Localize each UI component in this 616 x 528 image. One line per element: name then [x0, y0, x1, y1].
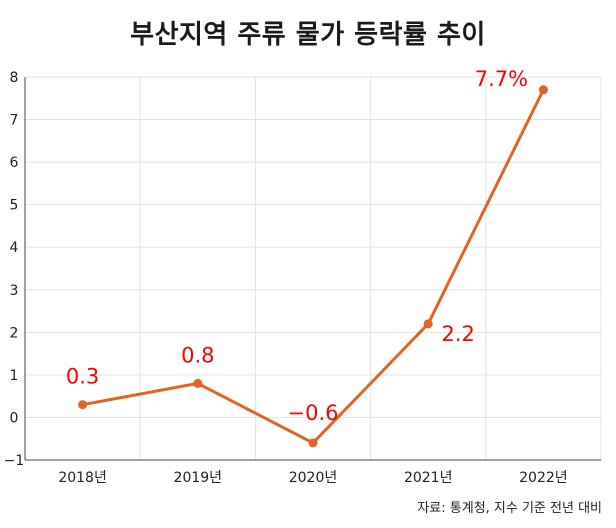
data-point	[193, 378, 203, 388]
y-tick-label: 1	[10, 368, 19, 384]
x-tick-label: 2022년	[519, 470, 568, 486]
y-tick-label: 5	[10, 198, 19, 214]
data-label: 0.8	[181, 343, 214, 367]
data-point	[423, 319, 433, 329]
data-point	[308, 438, 318, 448]
data-label: 2.2	[441, 322, 474, 346]
data-label: 7.7%	[475, 67, 528, 91]
data-point	[78, 400, 88, 410]
x-tick-label: 2021년	[404, 470, 453, 486]
y-tick-labels: −1 0 1 2 3 4 5 6 7 8	[4, 70, 25, 469]
data-labels: 0.3 0.8 −0.6 2.2 7.7%	[66, 67, 528, 425]
x-tick-label: 2018년	[58, 470, 107, 486]
data-label: 0.3	[66, 365, 99, 389]
y-tick-label: 3	[10, 283, 19, 299]
y-tick-label: 7	[10, 113, 19, 129]
data-label: −0.6	[288, 401, 339, 425]
x-tick-labels: 2018년 2019년 2020년 2021년 2022년	[58, 470, 567, 486]
data-point	[538, 85, 548, 95]
x-tick-label: 2020년	[289, 470, 338, 486]
series	[78, 85, 548, 448]
gridlines	[25, 76, 602, 460]
chart-title: 부산지역 주류 물가 등락률 추이	[130, 20, 486, 50]
y-tick-label: 4	[10, 240, 19, 256]
y-tick-label: 6	[10, 155, 19, 171]
axes	[24, 77, 601, 461]
y-tick-label: 0	[10, 410, 19, 426]
x-tick-label: 2019년	[174, 470, 223, 486]
series-line	[82, 89, 545, 445]
y-tick-label: 8	[10, 70, 19, 86]
source-note: 자료: 통계청, 지수 기준 전년 대비	[417, 501, 602, 516]
y-tick-label: −1	[4, 453, 25, 469]
y-tick-label: 2	[10, 325, 19, 341]
